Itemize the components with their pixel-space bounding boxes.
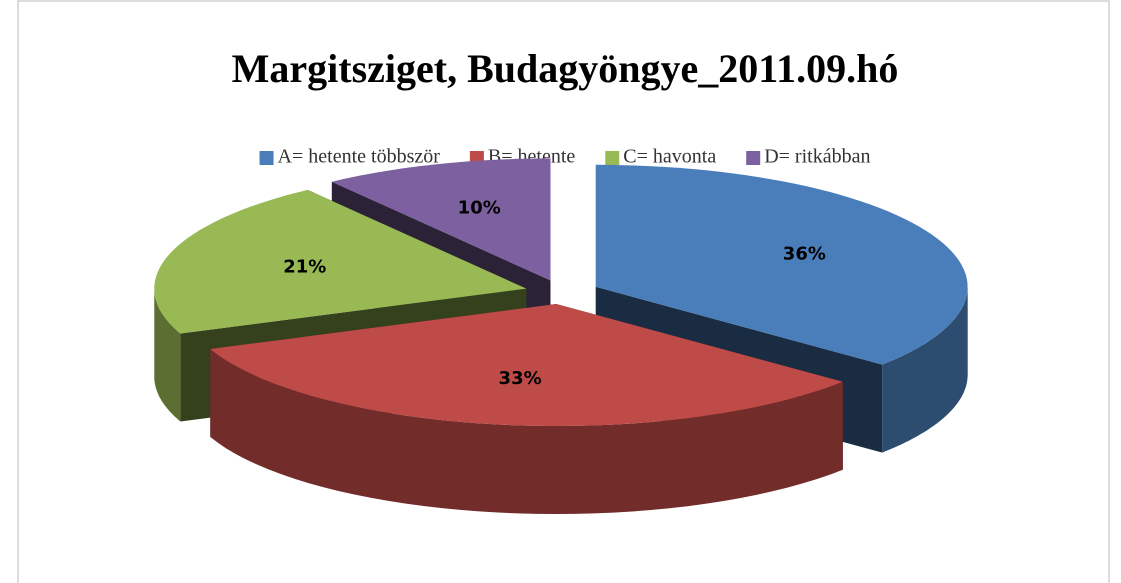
legend-label: A= hetente többször	[278, 146, 441, 168]
pie: 10% 36% 21% 33%	[154, 158, 968, 514]
data-label: 21%	[283, 256, 326, 277]
chart-title: Margitsziget, Budagyöngye_2011.09.hó	[232, 46, 899, 91]
slice-wall	[882, 286, 968, 453]
slice-wall	[154, 288, 181, 422]
legend-label: C= havonta	[623, 146, 716, 168]
data-label: 33%	[499, 368, 542, 389]
legend-swatch	[605, 151, 620, 165]
slice: 33%	[210, 304, 843, 514]
legend-item: D= ritkábban	[746, 146, 870, 168]
legend-item: A= hetente többször	[259, 146, 441, 168]
slice-wall	[210, 349, 843, 514]
slice-top	[154, 189, 527, 334]
legend-item: C= havonta	[605, 146, 716, 168]
slice-top	[595, 164, 968, 365]
legend-swatch	[746, 151, 761, 165]
slice-top	[331, 158, 551, 281]
data-label: 36%	[783, 244, 826, 265]
slice-top	[210, 304, 843, 426]
legend-swatch	[259, 151, 274, 165]
data-label: 10%	[458, 197, 501, 218]
legend-label: D= ritkábban	[764, 146, 870, 168]
legend: A= hetente többször B= hetente C= havonta D…	[259, 146, 870, 168]
